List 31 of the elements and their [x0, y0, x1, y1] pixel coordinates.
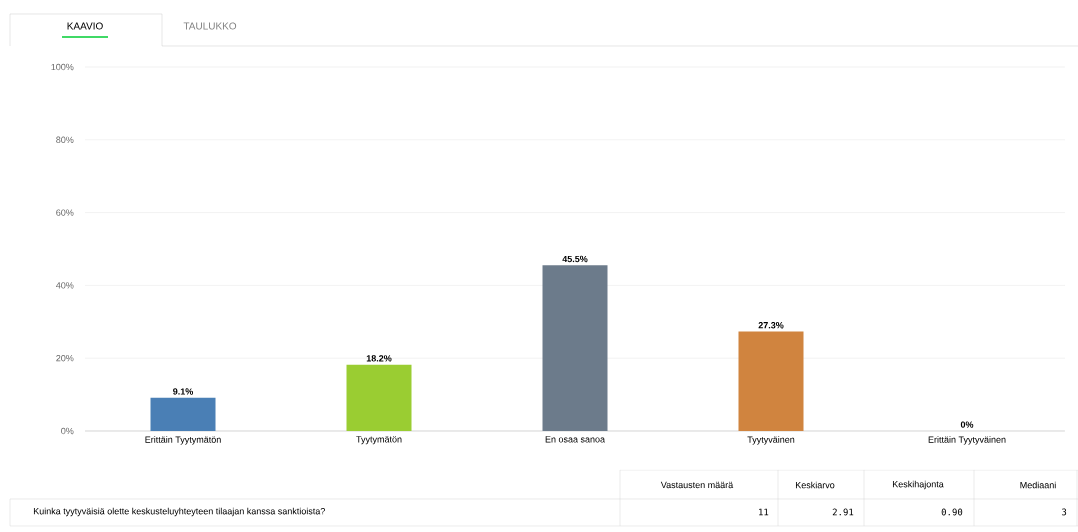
text: Mediaani	[1020, 481, 1056, 489]
x-tick-label: En osaa sanoa	[545, 436, 606, 443]
data-label: 45.5%	[562, 255, 588, 263]
data-label: 18.2%	[366, 355, 392, 362]
text: Kuinka tyytyväisiä olette keskusteluyhteyteen tilaajan kanssa sanktioista?	[33, 507, 325, 517]
y-tick-label: 0%	[61, 427, 74, 435]
bar	[738, 331, 804, 431]
y-tick-label: 40%	[56, 282, 74, 289]
x-tick-label: Tyytyväinen	[747, 436, 795, 445]
data-label: 9.1%	[173, 388, 194, 395]
y-tick-label: 80%	[56, 136, 74, 143]
x-tick-label: Erittäin Tyytyväinen	[928, 436, 1006, 445]
text: 3	[1061, 508, 1067, 516]
bar	[542, 265, 608, 431]
y-tick-label: 60%	[56, 209, 74, 216]
data-label: 0%	[960, 421, 974, 428]
x-tick-label: Tyytymätön	[356, 436, 402, 445]
text: Keskihajonta	[892, 480, 944, 490]
bar	[150, 397, 216, 431]
x-tick-label: Erittäin Tyytymätön	[145, 436, 221, 445]
text: 2.91	[832, 508, 854, 516]
data-label: 27.3%	[758, 322, 784, 329]
text: Keskiarvo	[795, 481, 835, 489]
y-tick-label: 100%	[51, 63, 74, 71]
text: 11	[759, 508, 769, 516]
text: KAAVIO	[67, 22, 103, 30]
bar	[346, 364, 412, 431]
text: 0.90	[941, 508, 963, 516]
text: Vastausten määrä	[660, 481, 734, 489]
y-tick-label: 20%	[56, 355, 74, 362]
text: TAULUKKO	[183, 22, 237, 30]
